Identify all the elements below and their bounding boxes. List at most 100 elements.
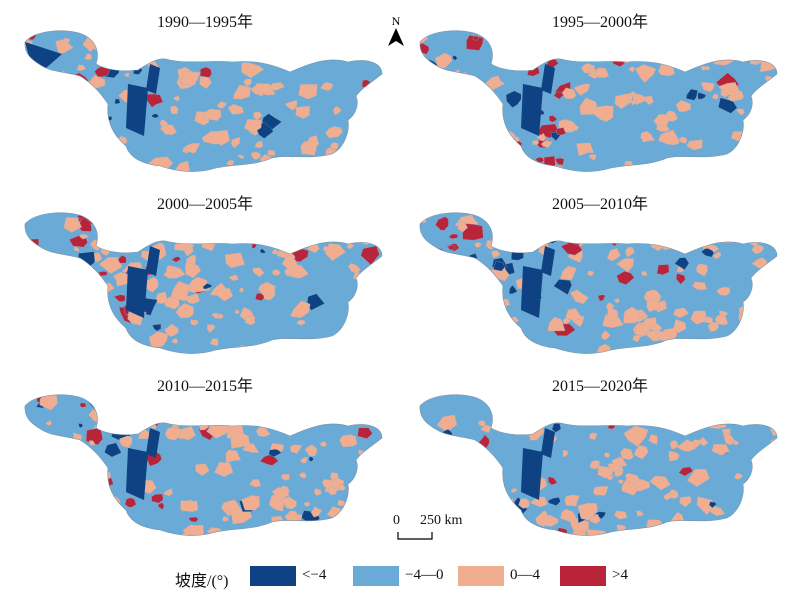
basin-base [24, 30, 382, 172]
region-patch [73, 353, 81, 354]
region-patch [649, 475, 671, 491]
region-patch [419, 298, 436, 310]
region-patch [141, 405, 151, 414]
region-patch [689, 33, 706, 50]
region-patch [510, 488, 518, 493]
region-patch [607, 306, 619, 322]
region-patch [304, 444, 318, 457]
region-patch [448, 233, 459, 240]
region-patch [700, 65, 707, 71]
region-patch [124, 497, 137, 508]
region-patch [692, 281, 707, 291]
region-patch [765, 319, 774, 325]
region-patch [357, 427, 373, 439]
region-patch [676, 273, 686, 285]
region-patch [620, 447, 634, 460]
region-patch [281, 496, 297, 510]
region-patch [76, 64, 87, 71]
region-patch [216, 313, 224, 319]
region-patch [284, 99, 297, 111]
region-patch [531, 526, 538, 532]
region-patch [469, 285, 478, 294]
region-patch [548, 115, 557, 123]
region-patch [543, 155, 556, 170]
region-patch [229, 212, 244, 223]
region-patch [170, 281, 191, 302]
region-patch [190, 319, 199, 326]
region-patch [643, 212, 656, 222]
region-patch [323, 245, 331, 252]
region-patch [72, 273, 84, 283]
region-patch [78, 295, 97, 312]
basin-map [419, 394, 778, 536]
region-patch [420, 138, 437, 152]
region-patch [481, 108, 498, 121]
region-patch [766, 226, 777, 235]
region-patch [659, 528, 683, 536]
region-patch [419, 457, 426, 478]
region-patch [262, 535, 272, 536]
region-patch [54, 346, 70, 354]
region-patch [45, 419, 52, 426]
region-patch [373, 163, 382, 171]
region-patch [339, 168, 353, 172]
region-patch [119, 435, 133, 448]
region-patch [696, 32, 704, 40]
region-patch [601, 41, 622, 58]
region-patch [714, 30, 734, 45]
region-patch [222, 213, 241, 232]
region-patch [111, 170, 122, 172]
region-patch [653, 114, 670, 126]
region-patch [541, 246, 555, 276]
region-patch [446, 168, 456, 172]
region-patch [195, 463, 210, 476]
region-patch [443, 85, 457, 100]
region-patch [180, 70, 201, 86]
region-patch [79, 402, 87, 408]
region-patch [618, 479, 624, 485]
region-patch [52, 268, 67, 279]
region-patch [249, 479, 262, 488]
region-patch [338, 513, 344, 519]
region-patch [574, 50, 581, 58]
region-patch [544, 164, 564, 172]
region-patch [169, 214, 182, 222]
region-patch [419, 489, 434, 507]
region-patch [623, 425, 649, 447]
region-patch [598, 489, 607, 496]
region-patch [126, 266, 148, 318]
region-patch [154, 394, 168, 405]
region-patch [226, 159, 235, 166]
region-patch [773, 275, 777, 281]
region-patch [214, 287, 234, 302]
region-patch [521, 448, 543, 500]
region-patch [480, 424, 492, 433]
region-patch [124, 72, 130, 78]
region-patch [511, 249, 524, 261]
legend-label: >4 [612, 567, 628, 583]
region-patch [146, 64, 160, 94]
region-patch [308, 30, 315, 36]
region-patch [693, 404, 707, 416]
panel-title: 2015—2020年 [551, 378, 648, 395]
region-patch [298, 472, 307, 479]
region-patch [635, 510, 644, 517]
region-patch [374, 272, 382, 278]
region-patch [419, 471, 429, 486]
region-patch [468, 79, 480, 88]
region-patch [595, 40, 604, 47]
region-patch [152, 530, 165, 536]
region-patch [623, 30, 640, 43]
region-patch [570, 530, 588, 536]
region-patch [320, 82, 334, 91]
region-patch [667, 411, 684, 425]
region-patch [127, 344, 140, 354]
region-patch [273, 346, 297, 354]
region-patch [494, 416, 517, 432]
region-patch [419, 344, 427, 354]
region-patch [49, 509, 62, 519]
region-patch [24, 76, 30, 86]
region-patch [90, 509, 104, 520]
region-patch [508, 394, 525, 406]
region-patch [597, 294, 606, 302]
